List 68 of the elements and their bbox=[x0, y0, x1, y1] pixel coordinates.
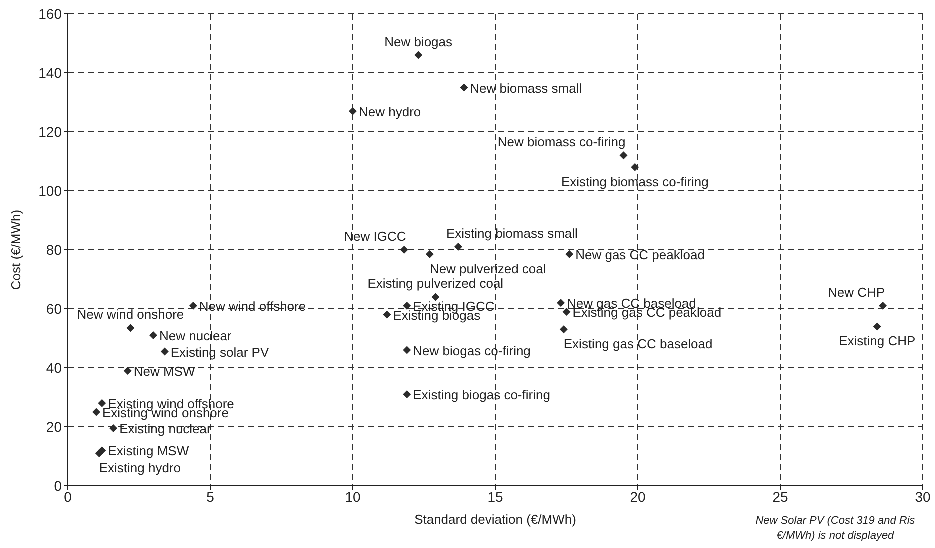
point bbox=[110, 424, 118, 432]
point bbox=[432, 293, 440, 302]
point bbox=[879, 302, 888, 310]
annotation: Existing hydro bbox=[99, 460, 182, 476]
y-tick-label: 100 bbox=[38, 182, 62, 199]
annotation: New IGCC bbox=[344, 229, 406, 244]
x-tick-label: 5 bbox=[206, 488, 215, 505]
point bbox=[92, 408, 100, 416]
point bbox=[403, 390, 412, 399]
point bbox=[98, 399, 106, 408]
annotation: New biogas co-firing bbox=[413, 343, 531, 358]
y-tick-label: 40 bbox=[46, 360, 62, 376]
point bbox=[400, 246, 408, 254]
x-tick-label: 0 bbox=[64, 488, 72, 505]
point bbox=[124, 366, 132, 375]
y-tick-label: 60 bbox=[46, 300, 62, 317]
point bbox=[460, 84, 468, 92]
point bbox=[566, 250, 574, 258]
annotation: Existing pulverized coal bbox=[368, 276, 504, 292]
text: New Solar PV (Cost 319 and Ris €/MWh) is not displayed bbox=[754, 514, 916, 544]
annotation: Existing biomass co-firing bbox=[561, 174, 709, 190]
point bbox=[383, 310, 392, 319]
point bbox=[95, 450, 104, 458]
annotation: New gas CC peakload bbox=[576, 247, 705, 262]
y-tick-label: 0 bbox=[54, 478, 62, 494]
annotation: Existing CHP bbox=[839, 334, 916, 349]
annotation: Existing gas CC baseload bbox=[564, 336, 713, 352]
point bbox=[126, 324, 135, 332]
point bbox=[160, 348, 169, 356]
point bbox=[562, 308, 571, 316]
annotation: Existing biogas co-firing bbox=[413, 388, 550, 403]
annotation: New MSW bbox=[134, 364, 196, 379]
annotation: Existing MSW bbox=[108, 444, 190, 459]
point bbox=[620, 152, 628, 160]
annotation: New biomass small bbox=[470, 80, 582, 96]
point bbox=[560, 326, 568, 334]
point bbox=[150, 332, 158, 340]
point bbox=[414, 51, 423, 60]
annotation: Existing biomass small bbox=[446, 226, 578, 242]
y-tick-label: 140 bbox=[38, 64, 62, 81]
point bbox=[454, 243, 462, 252]
y-axis-title: Cost (€/MWh) bbox=[8, 210, 24, 290]
y-tick-label: 120 bbox=[38, 124, 62, 140]
point bbox=[189, 302, 198, 310]
annotation: New pulverized coal bbox=[430, 261, 546, 276]
x-axis-title: Standard deviation (€/MWh) bbox=[414, 512, 576, 527]
point bbox=[631, 163, 640, 172]
y-tick-label: 20 bbox=[46, 418, 62, 435]
x-tick-label: 20 bbox=[630, 488, 646, 505]
x-tick-label: 15 bbox=[488, 488, 504, 505]
point bbox=[349, 107, 357, 116]
point bbox=[403, 346, 412, 354]
point bbox=[557, 299, 566, 308]
point bbox=[873, 322, 882, 331]
annotation: New CHP bbox=[828, 285, 886, 300]
x-tick-label: 25 bbox=[772, 488, 788, 505]
y-tick-label: 80 bbox=[46, 242, 62, 258]
point bbox=[403, 302, 412, 310]
annotation: New wind onshore bbox=[77, 307, 184, 322]
annotation: New biogas bbox=[384, 34, 454, 50]
annotation: New hydro bbox=[359, 104, 422, 120]
point bbox=[426, 250, 434, 258]
y-tick-label: 160 bbox=[38, 6, 62, 22]
annotation: New nuclear bbox=[160, 328, 232, 344]
annotation: New biomass co-firing bbox=[498, 134, 626, 150]
x-tick-label: 10 bbox=[345, 488, 361, 505]
annotation: Existing solar PV bbox=[170, 344, 270, 360]
x-tick-label: 30 bbox=[915, 488, 931, 505]
